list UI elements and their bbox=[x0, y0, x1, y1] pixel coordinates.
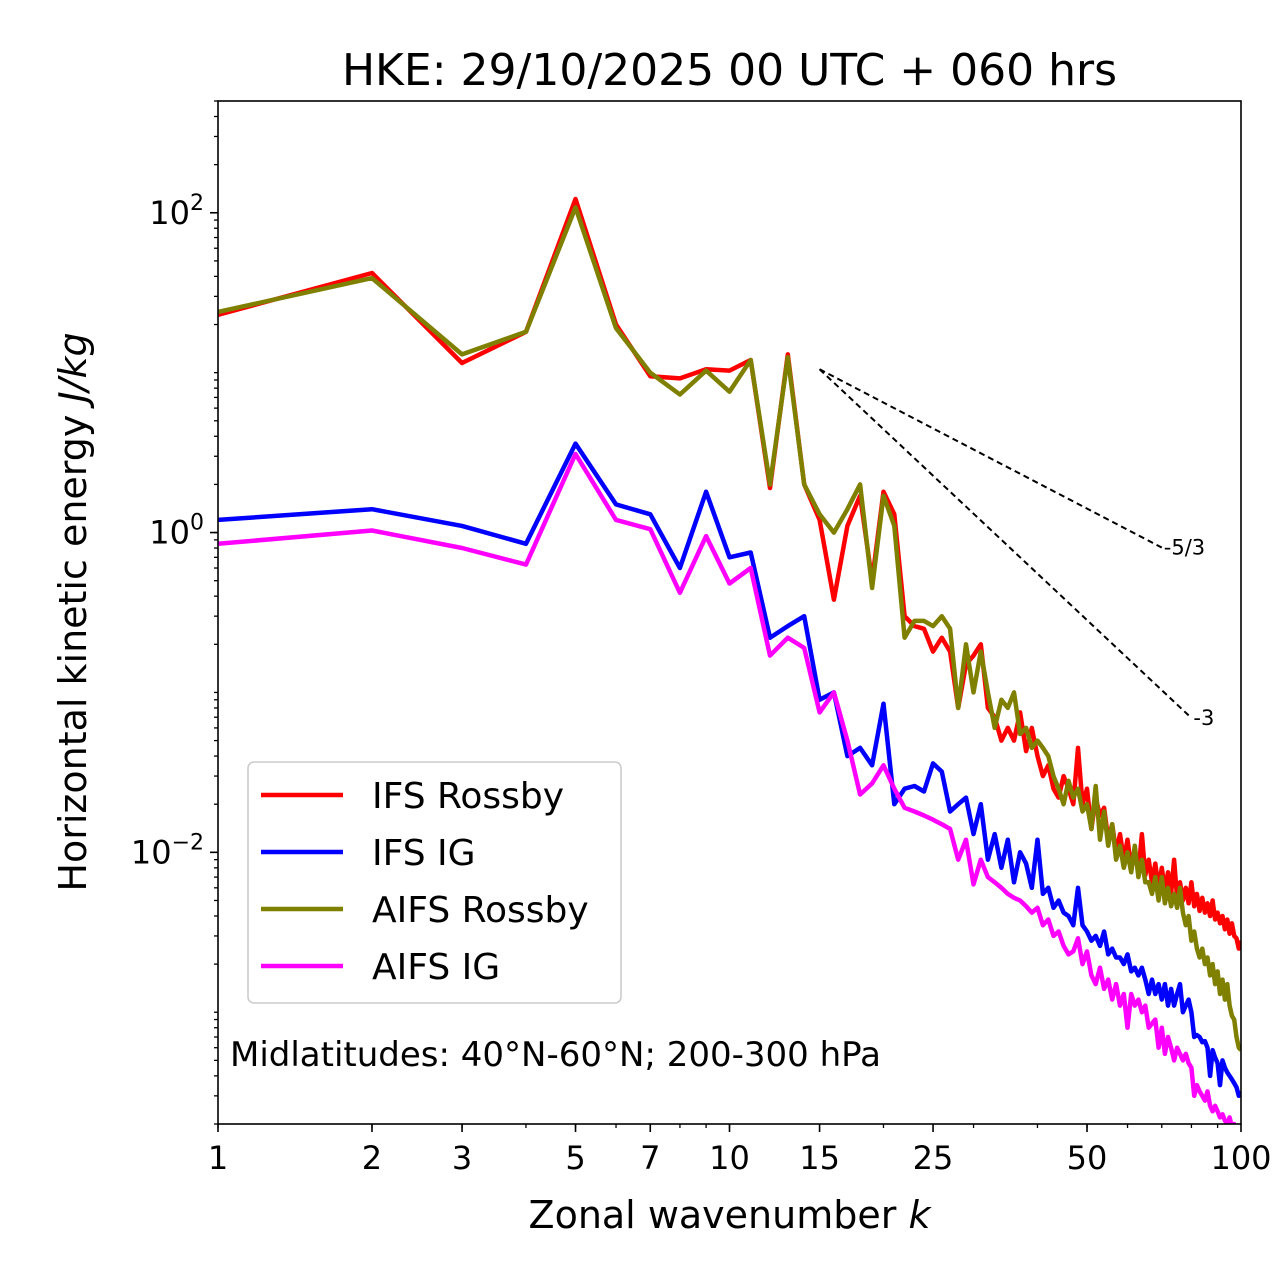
x-tick-label: 100 bbox=[1210, 1139, 1271, 1177]
region-annotation: Midlatitudes: 40°N-60°N; 200-300 hPa bbox=[230, 1035, 881, 1075]
series-line-aifs-rossby bbox=[218, 205, 1241, 1052]
x-tick-label: 5 bbox=[565, 1139, 585, 1177]
legend-label: IFS Rossby bbox=[372, 776, 564, 817]
y-tick-label: 100 bbox=[149, 511, 204, 552]
y-tick-label: 10−2 bbox=[131, 830, 204, 871]
legend-label: IFS IG bbox=[372, 833, 476, 874]
x-tick-label: 1 bbox=[208, 1139, 228, 1177]
reference-slope-label: -3 bbox=[1193, 706, 1214, 730]
series-line-ifs-ig bbox=[218, 441, 1241, 1099]
legend-box bbox=[247, 761, 622, 1004]
y-axis-label-text: Horizontal kinetic energy bbox=[51, 403, 95, 892]
legend-label: AIFS Rossby bbox=[372, 890, 589, 931]
x-axis-label-text: Zonal wavenumber bbox=[529, 1193, 909, 1237]
x-tick-label: 3 bbox=[452, 1139, 472, 1177]
axis-ticks: 1 2 3 5 7 10 15 25 50 100 10−2 100 102 bbox=[131, 100, 1272, 1177]
chart-title: HKE: 29/10/2025 00 UTC + 060 hrs bbox=[342, 45, 1117, 96]
reference-slope-line bbox=[818, 368, 1193, 719]
x-tick-label: 50 bbox=[1067, 1139, 1108, 1177]
x-tick-label: 15 bbox=[799, 1139, 840, 1177]
plot-frame bbox=[217, 100, 1242, 1125]
series-line-aifs-ig bbox=[218, 451, 1237, 1124]
y-axis-label-unit: J/kg bbox=[51, 332, 95, 409]
x-tick-label: 25 bbox=[913, 1139, 954, 1177]
x-tick-label: 2 bbox=[362, 1139, 382, 1177]
y-tick-label: 102 bbox=[149, 191, 204, 232]
x-tick-label: 10 bbox=[709, 1139, 750, 1177]
legend-items: IFS Rossby IFS IG AIFS Rossby AIFS IG bbox=[261, 776, 589, 988]
y-axis-label: Horizontal kinetic energy J/kg bbox=[51, 332, 95, 891]
legend: IFS Rossby IFS IG AIFS Rossby AIFS IG bbox=[247, 761, 622, 1004]
series-layer bbox=[218, 196, 1241, 1124]
x-axis-label: Zonal wavenumber k bbox=[529, 1193, 933, 1237]
x-tick-label: 7 bbox=[640, 1139, 660, 1177]
reference-slope-label: -5/3 bbox=[1164, 536, 1205, 560]
x-axis-label-var: k bbox=[908, 1193, 932, 1237]
reference-slopes: -5/3 -3 bbox=[818, 368, 1214, 730]
reference-slope-line bbox=[819, 368, 1163, 549]
legend-label: AIFS IG bbox=[372, 947, 500, 988]
